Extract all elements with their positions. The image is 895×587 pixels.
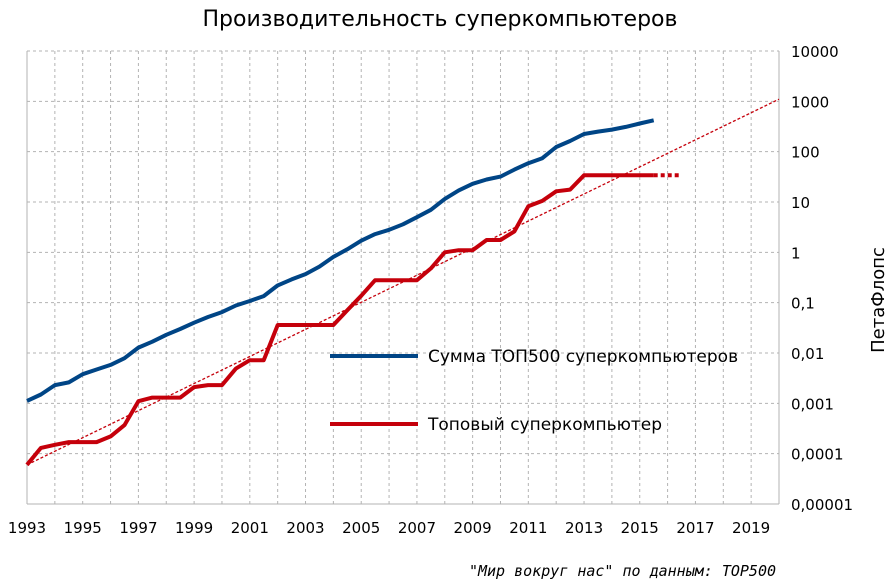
series-line-top-supercomputer bbox=[25, 173, 654, 467]
series-group bbox=[25, 98, 780, 467]
x-tick-label: 2017 bbox=[676, 519, 714, 537]
axes bbox=[26, 51, 780, 505]
x-tick-label: 1993 bbox=[8, 519, 46, 537]
x-tick-label: 2013 bbox=[565, 519, 603, 537]
x-tick-label: 2001 bbox=[231, 519, 269, 537]
grid bbox=[27, 50, 779, 504]
y-tick-label: 1000 bbox=[791, 93, 829, 111]
x-tick-label: 2003 bbox=[286, 519, 324, 537]
y-tick-label: 0,001 bbox=[791, 395, 834, 413]
x-tick-label: 2015 bbox=[621, 519, 659, 537]
x-tick-label: 2019 bbox=[732, 519, 770, 537]
series-line-top500-sum bbox=[26, 118, 655, 403]
legend-label: Топовый суперкомпьютер bbox=[427, 415, 662, 435]
y-tick-label: 10000 bbox=[791, 43, 839, 61]
y-tick-label: 0,00001 bbox=[791, 496, 853, 514]
x-tick-label: 1995 bbox=[64, 519, 102, 537]
x-tick-label: 2007 bbox=[398, 519, 436, 537]
legend-label: Сумма ТОП500 суперкомпьютеров bbox=[428, 347, 738, 367]
y-axis-ticks: 0,00001 0,0001 0,001 0,01 0,1 1 10 100 1000 10000 bbox=[791, 43, 853, 514]
chart-title: Производительность суперкомпьютеров bbox=[203, 7, 678, 32]
x-tick-label: 1997 bbox=[119, 519, 157, 537]
y-tick-label: 1 bbox=[791, 244, 801, 262]
x-tick-label: 2009 bbox=[454, 519, 492, 537]
x-tick-label: 1999 bbox=[175, 519, 213, 537]
y-axis-label: ПетаФлопс bbox=[868, 247, 889, 353]
source-note: "Мир вокруг нас" по данным: TOP500 bbox=[469, 562, 776, 580]
x-tick-label: 2011 bbox=[509, 519, 547, 537]
legend: Сумма ТОП500 суперкомпьютеров Топовый суп… bbox=[330, 347, 738, 435]
y-tick-label: 0,01 bbox=[791, 345, 824, 363]
y-tick-label: 10 bbox=[791, 194, 810, 212]
x-axis-ticks: 1993 1995 1997 1999 2001 2003 2005 2007 2009 2011… bbox=[8, 519, 770, 537]
y-tick-label: 100 bbox=[791, 144, 820, 162]
y-tick-label: 0,0001 bbox=[791, 446, 844, 464]
x-tick-label: 2005 bbox=[342, 519, 380, 537]
y-tick-label: 0,1 bbox=[791, 295, 815, 313]
trend-line bbox=[26, 98, 780, 466]
